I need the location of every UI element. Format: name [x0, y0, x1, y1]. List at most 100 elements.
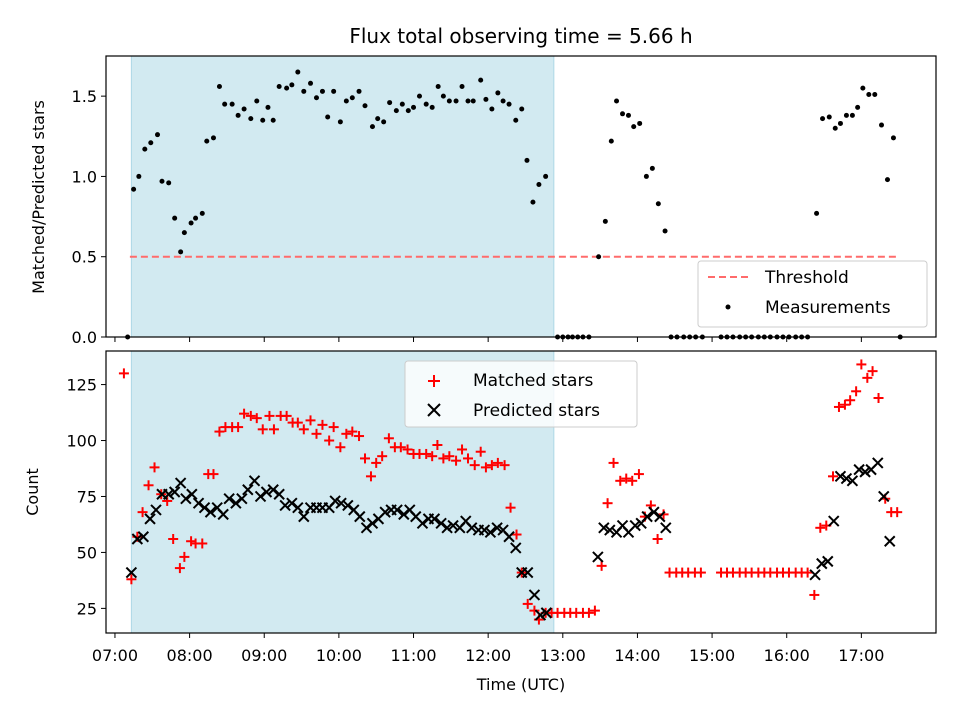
measurement-point [276, 84, 282, 90]
matched-star-marker [815, 522, 826, 533]
measurement-point [295, 69, 301, 75]
measurement-point [453, 98, 459, 104]
ratio-panel-frame [105, 55, 937, 338]
matched-star-marker [438, 453, 449, 464]
count-x-tick-label: 13:00 [540, 646, 586, 665]
ratio-y-tick-label: 0.0 [72, 328, 97, 347]
measurement-point [204, 138, 210, 144]
matched-star-marker [251, 413, 262, 424]
predicted-star-marker [510, 542, 522, 554]
measurement-point [136, 173, 142, 179]
measurement-point [178, 249, 184, 255]
predicted-star-marker [279, 499, 291, 512]
predicted-star-marker [360, 522, 373, 534]
measurement-point [235, 112, 241, 118]
predicted-star-marker [484, 526, 497, 538]
count-y-axis-label: Count [23, 468, 42, 516]
predicted-star-marker [834, 470, 847, 483]
matched-star-marker [658, 509, 669, 520]
matched-star-marker [695, 567, 706, 578]
matched-star-marker [233, 422, 244, 433]
predicted-star-marker [223, 493, 235, 505]
matched-star-marker [126, 574, 137, 585]
predicted-star-marker [604, 524, 616, 536]
matched-star-marker [354, 431, 365, 442]
ratio-y-axis-label: Matched/Predicted stars [29, 100, 48, 294]
measurement-point [319, 88, 325, 94]
matched-star-marker [867, 366, 878, 377]
predicted-star-marker [391, 504, 403, 516]
measurement-point [289, 82, 295, 88]
measurement-point [649, 165, 655, 171]
predicted-star-marker [528, 589, 541, 601]
matched-star-marker [118, 368, 129, 379]
matched-star-marker [371, 457, 382, 468]
matched-star-marker [511, 529, 522, 540]
matched-star-marker [268, 424, 279, 435]
measurement-point [429, 104, 435, 110]
count-panel-marks [118, 359, 903, 625]
matched-star-marker [833, 401, 844, 412]
matched-star-marker [214, 426, 225, 437]
measurement-point [843, 112, 849, 118]
predicted-star-marker [354, 510, 366, 523]
measurement-point [284, 85, 290, 91]
predicted-star-marker [131, 533, 144, 545]
matched-star-marker [245, 410, 256, 421]
predicted-star-marker [466, 522, 478, 534]
predicted-star-marker [180, 493, 192, 505]
matched-star-marker [627, 475, 638, 486]
legend-measurements-swatch [725, 304, 731, 310]
count-x-tick-label: 12:00 [465, 646, 511, 665]
ratio-panel: 0.0 0.5 1.0 1.5 Flux total observing time =… [29, 24, 937, 347]
matched-star-marker [179, 551, 190, 562]
predicted-star-marker [260, 486, 273, 498]
ratio-panel-y-axis: 0.0 0.5 1.0 1.5 [72, 87, 106, 347]
predicted-star-marker [441, 522, 453, 534]
matched-star-marker [186, 536, 197, 547]
predicted-star-marker [540, 607, 553, 619]
matched-star-marker [892, 507, 903, 518]
measurement-point [879, 122, 885, 128]
measurement-point [435, 84, 441, 90]
measurement-point [229, 101, 235, 107]
ratio-legend: Threshold Measurements [697, 260, 928, 328]
measurement-point [375, 116, 381, 122]
predicted-star-marker [822, 555, 834, 568]
predicted-star-marker [809, 569, 821, 581]
measurement-point [216, 84, 222, 90]
measurement-point [655, 201, 661, 207]
measurement-point [423, 101, 429, 107]
matched-star-marker [360, 453, 371, 464]
measurement-point [337, 119, 343, 125]
predicted-star-marker [236, 493, 248, 505]
predicted-star-marker [248, 475, 261, 487]
matched-star-marker [827, 471, 838, 482]
matched-star-marker [162, 495, 173, 506]
matched-star-marker [365, 471, 376, 482]
count-x-tick-label: 08:00 [167, 646, 213, 665]
measurement-point [596, 254, 602, 260]
measurement-point [308, 80, 314, 86]
measurement-point [222, 101, 228, 107]
matched-star-marker [608, 457, 619, 468]
count-x-tick-label: 07:00 [92, 646, 138, 665]
matched-star-marker [522, 598, 533, 609]
predicted-star-marker [366, 517, 379, 530]
count-legend-box [404, 360, 638, 428]
matched-star-marker [529, 605, 540, 616]
matched-star-marker [480, 462, 491, 473]
measurement-point [637, 120, 643, 126]
predicted-star-marker [329, 495, 341, 507]
measurement-point [837, 120, 843, 126]
matched-star-marker [311, 428, 322, 439]
predicted-star-marker [598, 522, 610, 534]
measurement-point [155, 132, 161, 138]
predicted-star-marker [273, 488, 285, 500]
measurement-point [872, 92, 878, 98]
predicted-star-marker [416, 517, 429, 530]
matched-star-marker [602, 498, 613, 509]
count-panel-y-axis: 25 50 75 100 125 [66, 376, 106, 618]
measurement-point [832, 125, 838, 131]
